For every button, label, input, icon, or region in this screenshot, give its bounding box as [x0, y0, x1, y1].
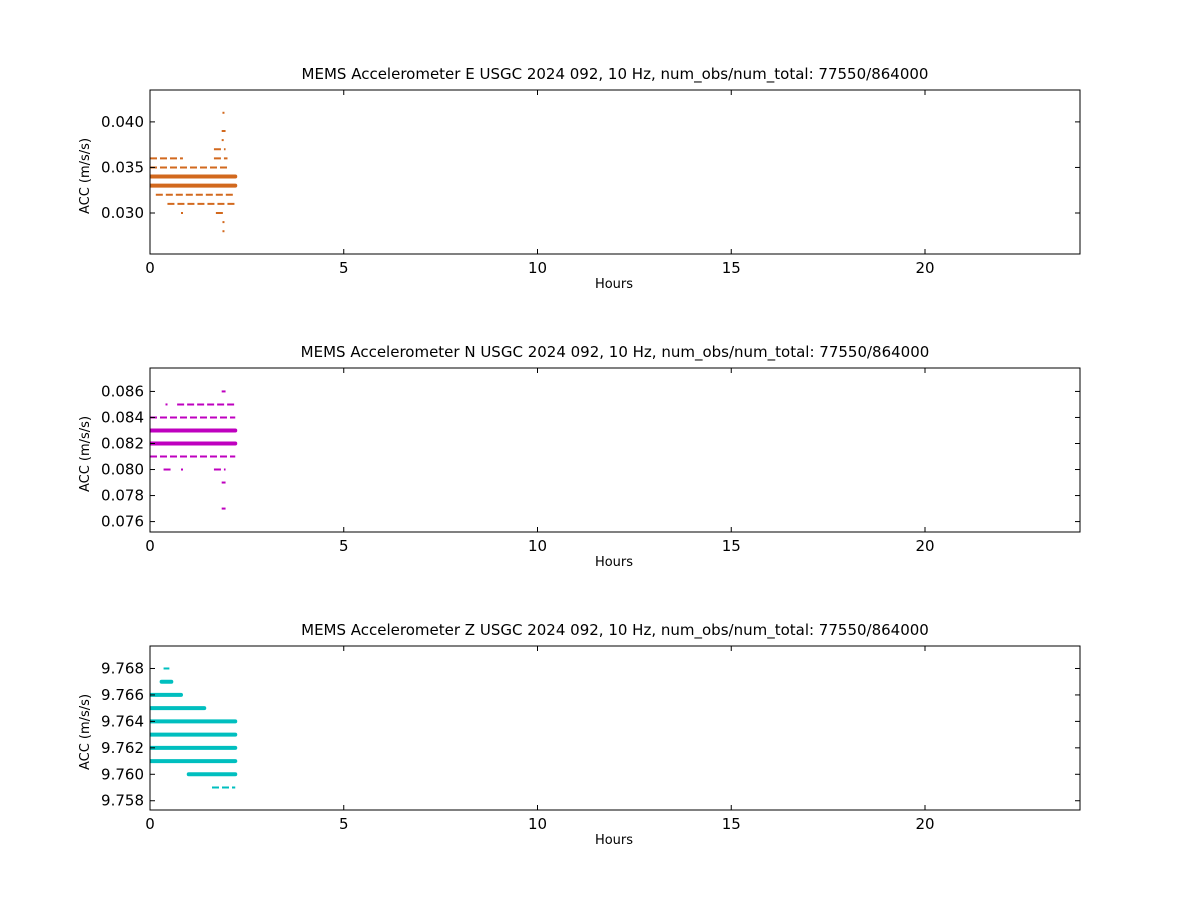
- x-tick-label: 15: [722, 259, 741, 277]
- x-tick-label: 10: [528, 815, 547, 833]
- x-tick-label: 5: [339, 537, 349, 555]
- y-axis-label: ACC (m/s/s): [78, 138, 93, 214]
- data-marks: [150, 667, 238, 789]
- y-tick-label: 9.764: [101, 712, 144, 730]
- plot-frame: [149, 89, 1081, 255]
- chart-panel-1: MEMS Accelerometer N USGC 2024 092, 10 H…: [78, 343, 1081, 570]
- y-axis-label: ACC (m/s/s): [78, 416, 93, 492]
- y-tick-label: 9.766: [101, 686, 144, 704]
- y-tick-label: 9.760: [101, 765, 144, 783]
- y-tick-label: 0.086: [101, 382, 144, 400]
- y-tick-label: 9.758: [101, 792, 144, 810]
- x-tick-label: 20: [915, 537, 934, 555]
- x-tick-label: 0: [145, 815, 155, 833]
- x-tick-label: 5: [339, 815, 349, 833]
- y-tick-label: 0.035: [101, 158, 144, 176]
- x-tick-label: 0: [145, 537, 155, 555]
- chart-panel-2: MEMS Accelerometer Z USGC 2024 092, 10 H…: [78, 621, 1081, 848]
- x-tick-label: 5: [339, 259, 349, 277]
- x-tick-label: 10: [528, 537, 547, 555]
- chart-title: MEMS Accelerometer Z USGC 2024 092, 10 H…: [301, 621, 929, 640]
- y-axis-label: ACC (m/s/s): [78, 694, 93, 770]
- y-tick-label: 0.082: [101, 434, 144, 452]
- plot-frame: [149, 367, 1081, 533]
- y-tick-label: 0.084: [101, 408, 144, 426]
- y-tick-label: 0.076: [101, 513, 144, 531]
- chart-panel-0: MEMS Accelerometer E USGC 2024 092, 10 H…: [78, 65, 1081, 292]
- y-tick-label: 9.762: [101, 739, 144, 757]
- y-tick-label: 9.768: [101, 659, 144, 677]
- x-tick-label: 20: [915, 815, 934, 833]
- x-axis-label: Hours: [595, 555, 633, 570]
- x-tick-label: 0: [145, 259, 155, 277]
- x-axis-label: Hours: [595, 277, 633, 292]
- plot-frame: [149, 645, 1081, 811]
- x-tick-label: 10: [528, 259, 547, 277]
- y-tick-label: 0.080: [101, 461, 144, 479]
- x-tick-label: 15: [722, 537, 741, 555]
- chart-title: MEMS Accelerometer E USGC 2024 092, 10 H…: [302, 65, 929, 84]
- chart-title: MEMS Accelerometer N USGC 2024 092, 10 H…: [301, 343, 930, 362]
- y-tick-label: 0.078: [101, 487, 144, 505]
- data-marks: [150, 390, 238, 510]
- x-tick-label: 20: [915, 259, 934, 277]
- x-axis-label: Hours: [595, 833, 633, 848]
- y-tick-label: 0.030: [101, 204, 144, 222]
- y-tick-label: 0.040: [101, 113, 144, 131]
- data-marks: [150, 111, 238, 233]
- x-tick-label: 15: [722, 815, 741, 833]
